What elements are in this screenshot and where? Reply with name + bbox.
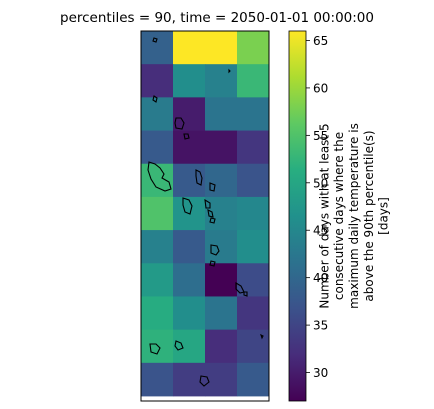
heatmap-cells: [141, 31, 270, 397]
colorbar-tick-label: 35: [313, 319, 328, 333]
colorbar-tick-label: 30: [313, 366, 328, 380]
colorbar-label: Number of days with at least 5 consecutiv…: [317, 123, 390, 309]
heatmap-cell: [173, 130, 206, 165]
heatmap-cell: [173, 97, 206, 131]
heatmap-cell: [237, 163, 270, 198]
colorbar-label-line: above the 90th percentile(s): [362, 130, 376, 301]
heatmap-cell: [205, 296, 238, 331]
colorbar-label-line: Number of days with at least 5: [317, 123, 331, 308]
colorbar: [289, 31, 306, 401]
colorbar-tick-label: 60: [313, 81, 328, 95]
heatmap-cell: [205, 163, 238, 198]
heatmap-cell: [173, 31, 206, 65]
heatmap-cell: [237, 31, 270, 65]
plot-frame: [140, 30, 270, 402]
heatmap-cell: [237, 362, 270, 397]
heatmap-cell: [237, 263, 270, 297]
heatmap-cell: [141, 97, 174, 131]
heatmap-cell: [173, 163, 206, 198]
colorbar-label-line: consecutive days where the: [332, 132, 346, 300]
heatmap-cell: [237, 329, 270, 364]
heatmap-cell: [205, 97, 238, 131]
heatmap-cell: [141, 163, 174, 198]
coastline-islands: [147, 37, 264, 387]
heatmap-cell: [141, 329, 174, 364]
heatmap-cell: [205, 362, 238, 397]
heatmap-cell: [205, 130, 238, 165]
heatmap-cell: [205, 263, 238, 297]
heatmap-cell: [237, 296, 270, 331]
heatmap-cell: [141, 230, 174, 264]
heatmap-cell: [237, 64, 270, 98]
heatmap-cell: [205, 329, 238, 364]
colorbar-tick-label: 65: [313, 34, 328, 48]
colorbar-tick-label: 55: [313, 129, 328, 143]
heatmap-cell: [141, 130, 174, 165]
heatmap-cell: [141, 196, 174, 231]
heatmap-cell: [237, 230, 270, 264]
heatmap-cell: [205, 196, 238, 231]
heatmap-cell: [237, 196, 270, 231]
heatmap-cell: [205, 64, 238, 98]
heatmap-cell: [141, 362, 174, 397]
heatmap-cell: [237, 130, 270, 165]
heatmap-cell: [141, 263, 174, 297]
colorbar-tick-label: 50: [313, 176, 328, 190]
colorbar-label-line: maximum daily temperature is: [347, 123, 361, 309]
heatmap-cell: [141, 31, 174, 65]
colorbar-tick-label: 40: [313, 271, 328, 285]
heatmap-cell: [205, 230, 238, 264]
chart-title: percentiles = 90, time = 2050-01-01 00:0…: [60, 10, 374, 26]
heatmap-cell: [173, 230, 206, 264]
heatmap-cell: [237, 97, 270, 131]
heatmap-cell: [205, 31, 238, 65]
colorbar-frame: [288, 30, 307, 402]
heatmap-cell: [173, 64, 206, 98]
heatmap-cell: [141, 296, 174, 331]
heatmap-cell: [173, 263, 206, 297]
colorbar-label-line: [days]: [377, 197, 391, 235]
heatmap-cell: [173, 329, 206, 364]
colorbar-tick-label: 45: [313, 224, 328, 238]
heatmap-cell: [141, 64, 174, 98]
colorbar-ticks: 30 35 40 45 50 55 60 65: [306, 34, 328, 380]
heatmap-cell: [173, 296, 206, 331]
